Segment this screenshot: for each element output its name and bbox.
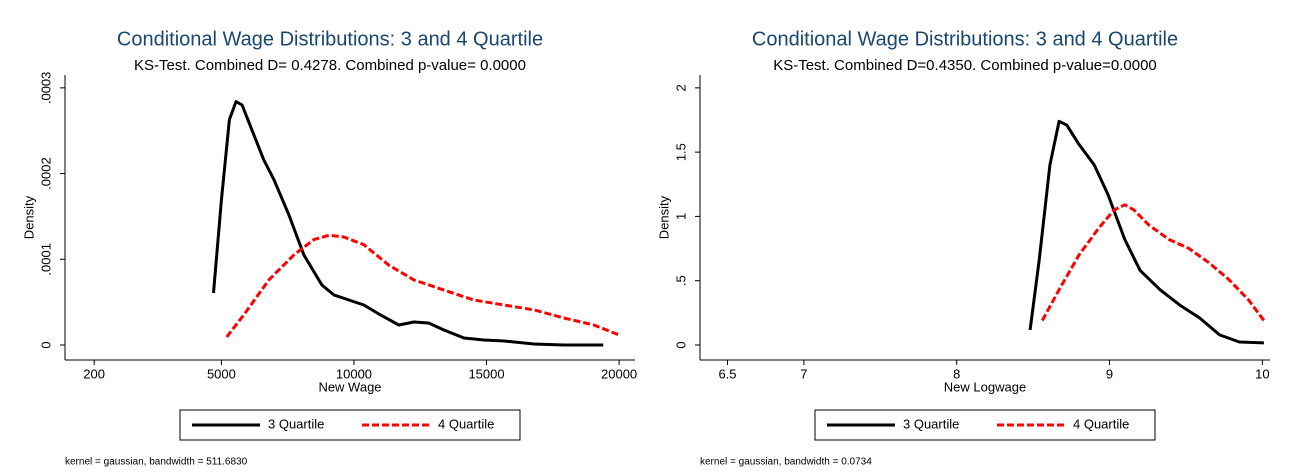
density-line: [1040, 203, 1266, 322]
density-line: [225, 233, 620, 338]
x-axis-label: New Wage: [318, 379, 381, 394]
x-tick-label: 10: [1255, 366, 1269, 381]
y-tick-label: 1: [673, 213, 688, 220]
chart: Conditional Wage Distributions: 3 and 4 …: [656, 28, 1270, 468]
x-tick-label: 200: [83, 366, 105, 381]
density-line: [212, 100, 604, 347]
legend-label: 4 Quartile: [438, 416, 494, 431]
x-tick-label: 6.5: [718, 366, 736, 381]
x-tick-label: 15000: [468, 366, 504, 381]
y-tick-label: .0001: [38, 243, 53, 276]
y-tick-label: .5: [673, 275, 688, 286]
x-tick-label: 10000: [336, 366, 372, 381]
x-tick-label: 7: [800, 366, 807, 381]
y-tick-label: 0: [673, 341, 688, 348]
x-tick-label: 9: [1106, 366, 1113, 381]
y-tick-label: .0002: [38, 157, 53, 190]
footnote: kernel = gaussian, bandwidth = 0.0734: [700, 457, 872, 468]
x-tick-label: 5000: [207, 366, 236, 381]
legend-label: 3 Quartile: [268, 416, 324, 431]
y-axis-label: Density: [656, 195, 671, 239]
y-axis-label: Density: [21, 195, 36, 239]
chart-title: Conditional Wage Distributions: 3 and 4 …: [117, 28, 543, 50]
y-tick-label: .0003: [38, 72, 53, 105]
density-line: [1028, 119, 1264, 345]
x-axis-label: New Logwage: [944, 379, 1026, 394]
y-tick-label: 2: [673, 84, 688, 91]
legend-label: 3 Quartile: [903, 416, 959, 431]
y-tick-label: 0: [38, 341, 53, 348]
legend-label: 4 Quartile: [1073, 416, 1129, 431]
x-tick-label: 8: [953, 366, 960, 381]
y-tick-label: 1.5: [673, 143, 688, 161]
footnote: kernel = gaussian, bandwidth = 511.6830: [65, 457, 248, 468]
chart-title: Conditional Wage Distributions: 3 and 4 …: [752, 28, 1178, 50]
chart-subtitle: KS-Test. Combined D= 0.4278. Combined p-…: [134, 57, 526, 74]
chart: Conditional Wage Distributions: 3 and 4 …: [21, 28, 637, 467]
chart-subtitle: KS-Test. Combined D=0.4350. Combined p-v…: [773, 57, 1157, 74]
x-tick-label: 20000: [601, 366, 637, 381]
